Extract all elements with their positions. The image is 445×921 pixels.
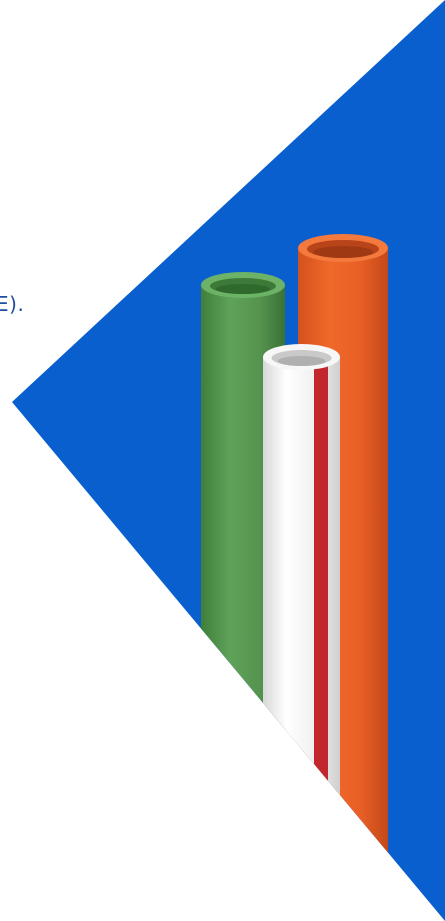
clipped-text-fragment: E).: [0, 292, 25, 316]
white-pipe: [263, 344, 340, 917]
red-stripe: [314, 366, 328, 917]
